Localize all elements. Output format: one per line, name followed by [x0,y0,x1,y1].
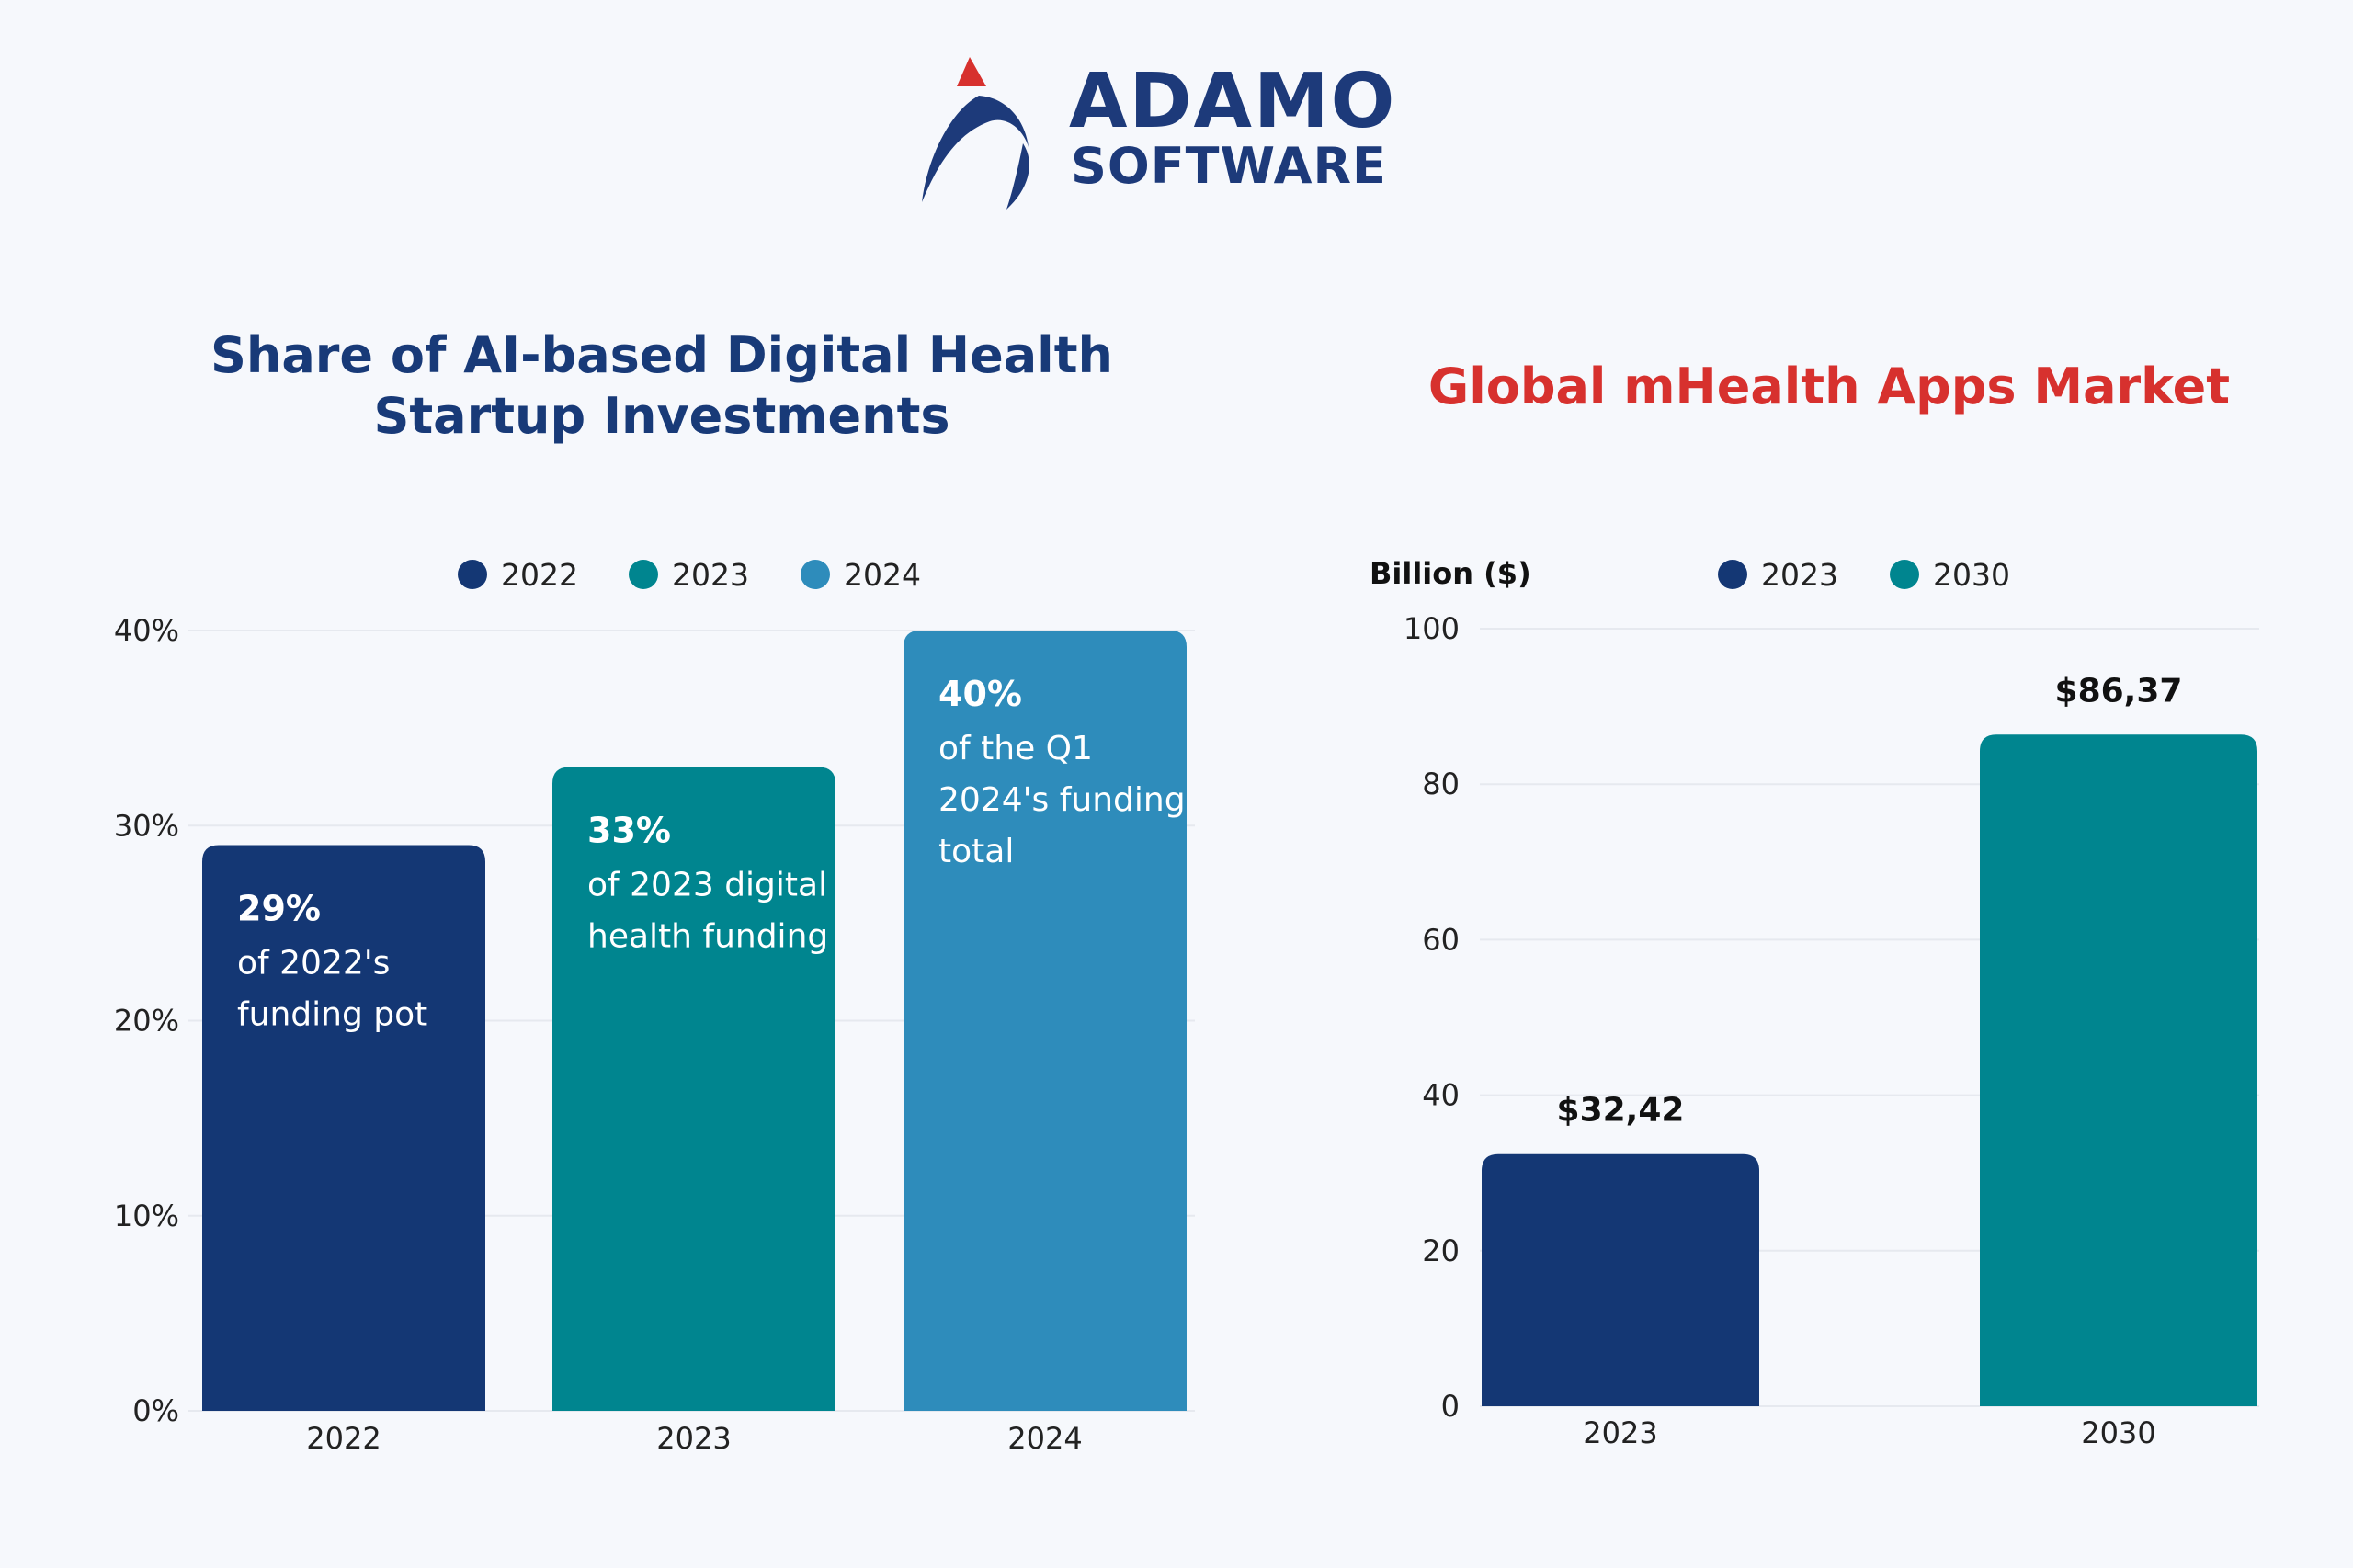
left-chart-title-line-2: Startup Investments [373,387,950,445]
y-tick-label: 0% [132,1393,179,1428]
y-tick-label: 10% [114,1199,179,1233]
legend-swatch-2030 [1890,560,1919,589]
mhealth-market-chart: 0 20 40 60 80 100 Billion ($) 2023 2030 2023 $32,4… [1370,556,2259,1450]
bar-description-line: funding pot [237,995,427,1033]
bar-description-line: health funding [587,918,828,956]
right-chart-title: Global mHealth Apps Market [1427,358,2231,415]
y-tick-label: 40% [114,613,179,648]
bar-value-label: 33% [587,811,671,851]
x-tick-label: 2023 [1583,1415,1657,1450]
bar-value-label: 40% [938,674,1022,714]
y-axis-unit-label: Billion ($) [1370,556,1531,591]
legend-label-2023: 2023 [672,557,749,593]
legend-label-2030: 2030 [1933,557,2010,593]
y-tick-label: 100 [1404,611,1460,646]
left-chart-title-line-1: Share of AI-based Digital Health [210,326,1113,384]
y-tick-label: 40 [1422,1078,1460,1113]
bar-2030 [1980,734,2257,1406]
bar-2023 [552,767,835,1411]
legend-label-2024: 2024 [844,557,921,593]
bar-description-line: of the Q1 [938,730,1093,767]
x-tick-label: 2023 [656,1421,731,1456]
brand-subname: SOFTWARE [1071,137,1387,195]
legend-label-2022: 2022 [501,557,578,593]
bar-2023 [1482,1153,1759,1406]
y-tick-label: 20% [114,1004,179,1039]
bar-description-line: of 2023 digital [587,867,827,904]
legend-swatch-2022 [458,560,487,589]
brand-name: ADAMO [1069,58,1397,145]
x-tick-label: 2030 [2081,1415,2155,1450]
bar-2024 [904,631,1187,1411]
y-tick-label: 20 [1422,1233,1460,1268]
bar-value-label: $86,37 [2055,672,2183,710]
bar-value-label: 29% [237,888,321,928]
bar-2022 [202,845,485,1411]
y-tick-label: 30% [114,808,179,843]
rocket-logo-icon [922,57,1029,210]
bar-value-label: $32,42 [1557,1092,1685,1130]
y-tick-label: 60 [1422,922,1460,957]
bar-description-line: total [938,833,1014,870]
legend-swatch-2024 [801,560,830,589]
bar-description-line: 2024's funding [938,781,1186,819]
x-tick-label: 2022 [306,1421,381,1456]
ai-investment-chart: 0% 10% 20% 30% 40% 2022 2023 2024 2022 29% of 2022… [114,557,1195,1456]
x-tick-label: 2024 [1007,1421,1082,1456]
y-tick-label: 80 [1422,767,1460,801]
bar-description-line: of 2022's [237,944,390,982]
legend-label-2023: 2023 [1761,557,1838,593]
y-tick-label: 0 [1441,1389,1460,1424]
left-chart-title: Share of AI-based Digital Health Startup… [165,325,1158,447]
legend-swatch-2023 [1718,560,1747,589]
legend-swatch-2023 [629,560,658,589]
brand-logo: ADAMO SOFTWARE [915,55,1466,211]
